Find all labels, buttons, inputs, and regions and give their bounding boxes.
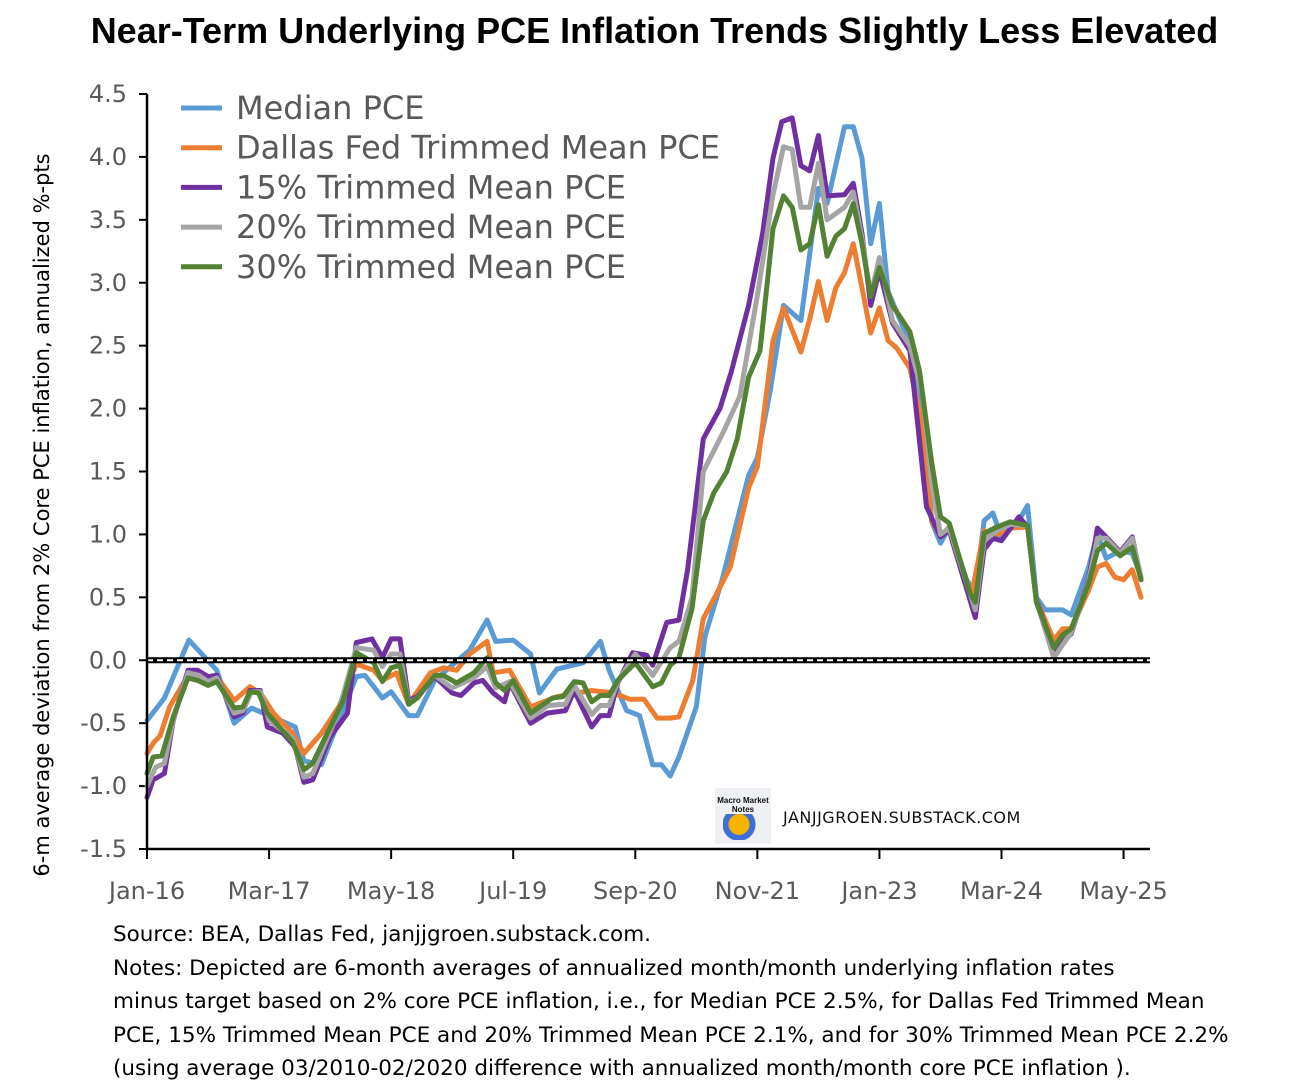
line-chart: -1.5 -1.0 -0.5 0.0 0.5 1.0 1.5 2.0 2.5 3.0 3.5 4.0 4…	[30, 80, 1168, 905]
x-tick-label: Mar-17	[228, 877, 311, 905]
notes-line: Notes: Depicted are 6-month averages of …	[113, 955, 1115, 981]
source-text: Source: BEA, Dallas Fed, janjjgroen.subs…	[113, 922, 651, 947]
x-tick-label: May-18	[347, 877, 435, 905]
y-tick-label: 0.5	[89, 583, 127, 611]
x-axis-ticks: Jan-16 Mar-17 May-18 Jul-19 Sep-20 Nov-21 Jan-…	[107, 849, 1168, 905]
logo-text: Macro Market Notes	[717, 796, 769, 814]
notes-line: minus target based on 2% core PCE inflat…	[113, 989, 1205, 1014]
y-tick-label: 3.0	[89, 269, 127, 297]
y-tick-label: 1.0	[89, 520, 127, 548]
macro-market-notes-logo: Macro Market Notes	[715, 788, 771, 844]
series-line-30-trimmed-mean-pce	[144, 193, 1144, 776]
x-tick-label: May-25	[1079, 877, 1167, 905]
series-line-dallas-fed-trimmed-mean-pce	[144, 241, 1144, 756]
y-tick-label: 1.5	[89, 458, 127, 486]
axes	[145, 94, 1150, 851]
y-tick-label: 2.5	[89, 332, 127, 360]
zero-reference-line	[147, 657, 1150, 664]
y-tick-label: -1.0	[80, 772, 127, 800]
legend-label: Median PCE	[236, 89, 424, 127]
series-lines	[144, 115, 1144, 800]
x-tick-label: Sep-20	[593, 877, 677, 905]
x-tick-label: Jan-23	[839, 877, 917, 905]
legend-label: 15% Trimmed Mean PCE	[236, 168, 626, 206]
y-tick-label: 4.0	[89, 143, 127, 171]
y-tick-label: -1.5	[80, 835, 127, 863]
x-tick-label: Jan-16	[107, 877, 185, 905]
x-tick-label: Nov-21	[715, 877, 800, 905]
x-tick-label: Jul-19	[477, 877, 547, 905]
y-tick-label: 3.5	[89, 206, 127, 234]
legend-label: 20% Trimmed Mean PCE	[236, 208, 626, 246]
y-axis-ticks: -1.5 -1.0 -0.5 0.0 0.5 1.0 1.5 2.0 2.5 3.0 3.5 4.0 4…	[80, 80, 147, 863]
y-tick-label: -0.5	[80, 709, 127, 737]
notes-line: PCE, 15% Trimmed Mean PCE and 20% Trimme…	[113, 1022, 1229, 1048]
y-tick-label: 2.0	[89, 395, 127, 423]
chart-title: Near-Term Underlying PCE Inflation Trend…	[90, 10, 1219, 51]
legend-label: Dallas Fed Trimmed Mean PCE	[236, 129, 720, 167]
y-tick-label: 4.5	[89, 80, 127, 108]
notes-line: (using average 03/2010-02/2020 differenc…	[113, 1056, 1131, 1081]
notes-block: Source: BEA, Dallas Fed, janjjgroen.subs…	[113, 918, 1303, 1086]
y-tick-label: 0.0	[89, 646, 127, 674]
legend-label: 30% Trimmed Mean PCE	[236, 248, 626, 286]
watermark: JANJJGROEN.SUBSTACK.COM	[783, 808, 1021, 827]
y-axis-label: 6-m average deviation from 2% Core PCE i…	[30, 153, 54, 876]
x-tick-label: Mar-24	[960, 877, 1043, 905]
